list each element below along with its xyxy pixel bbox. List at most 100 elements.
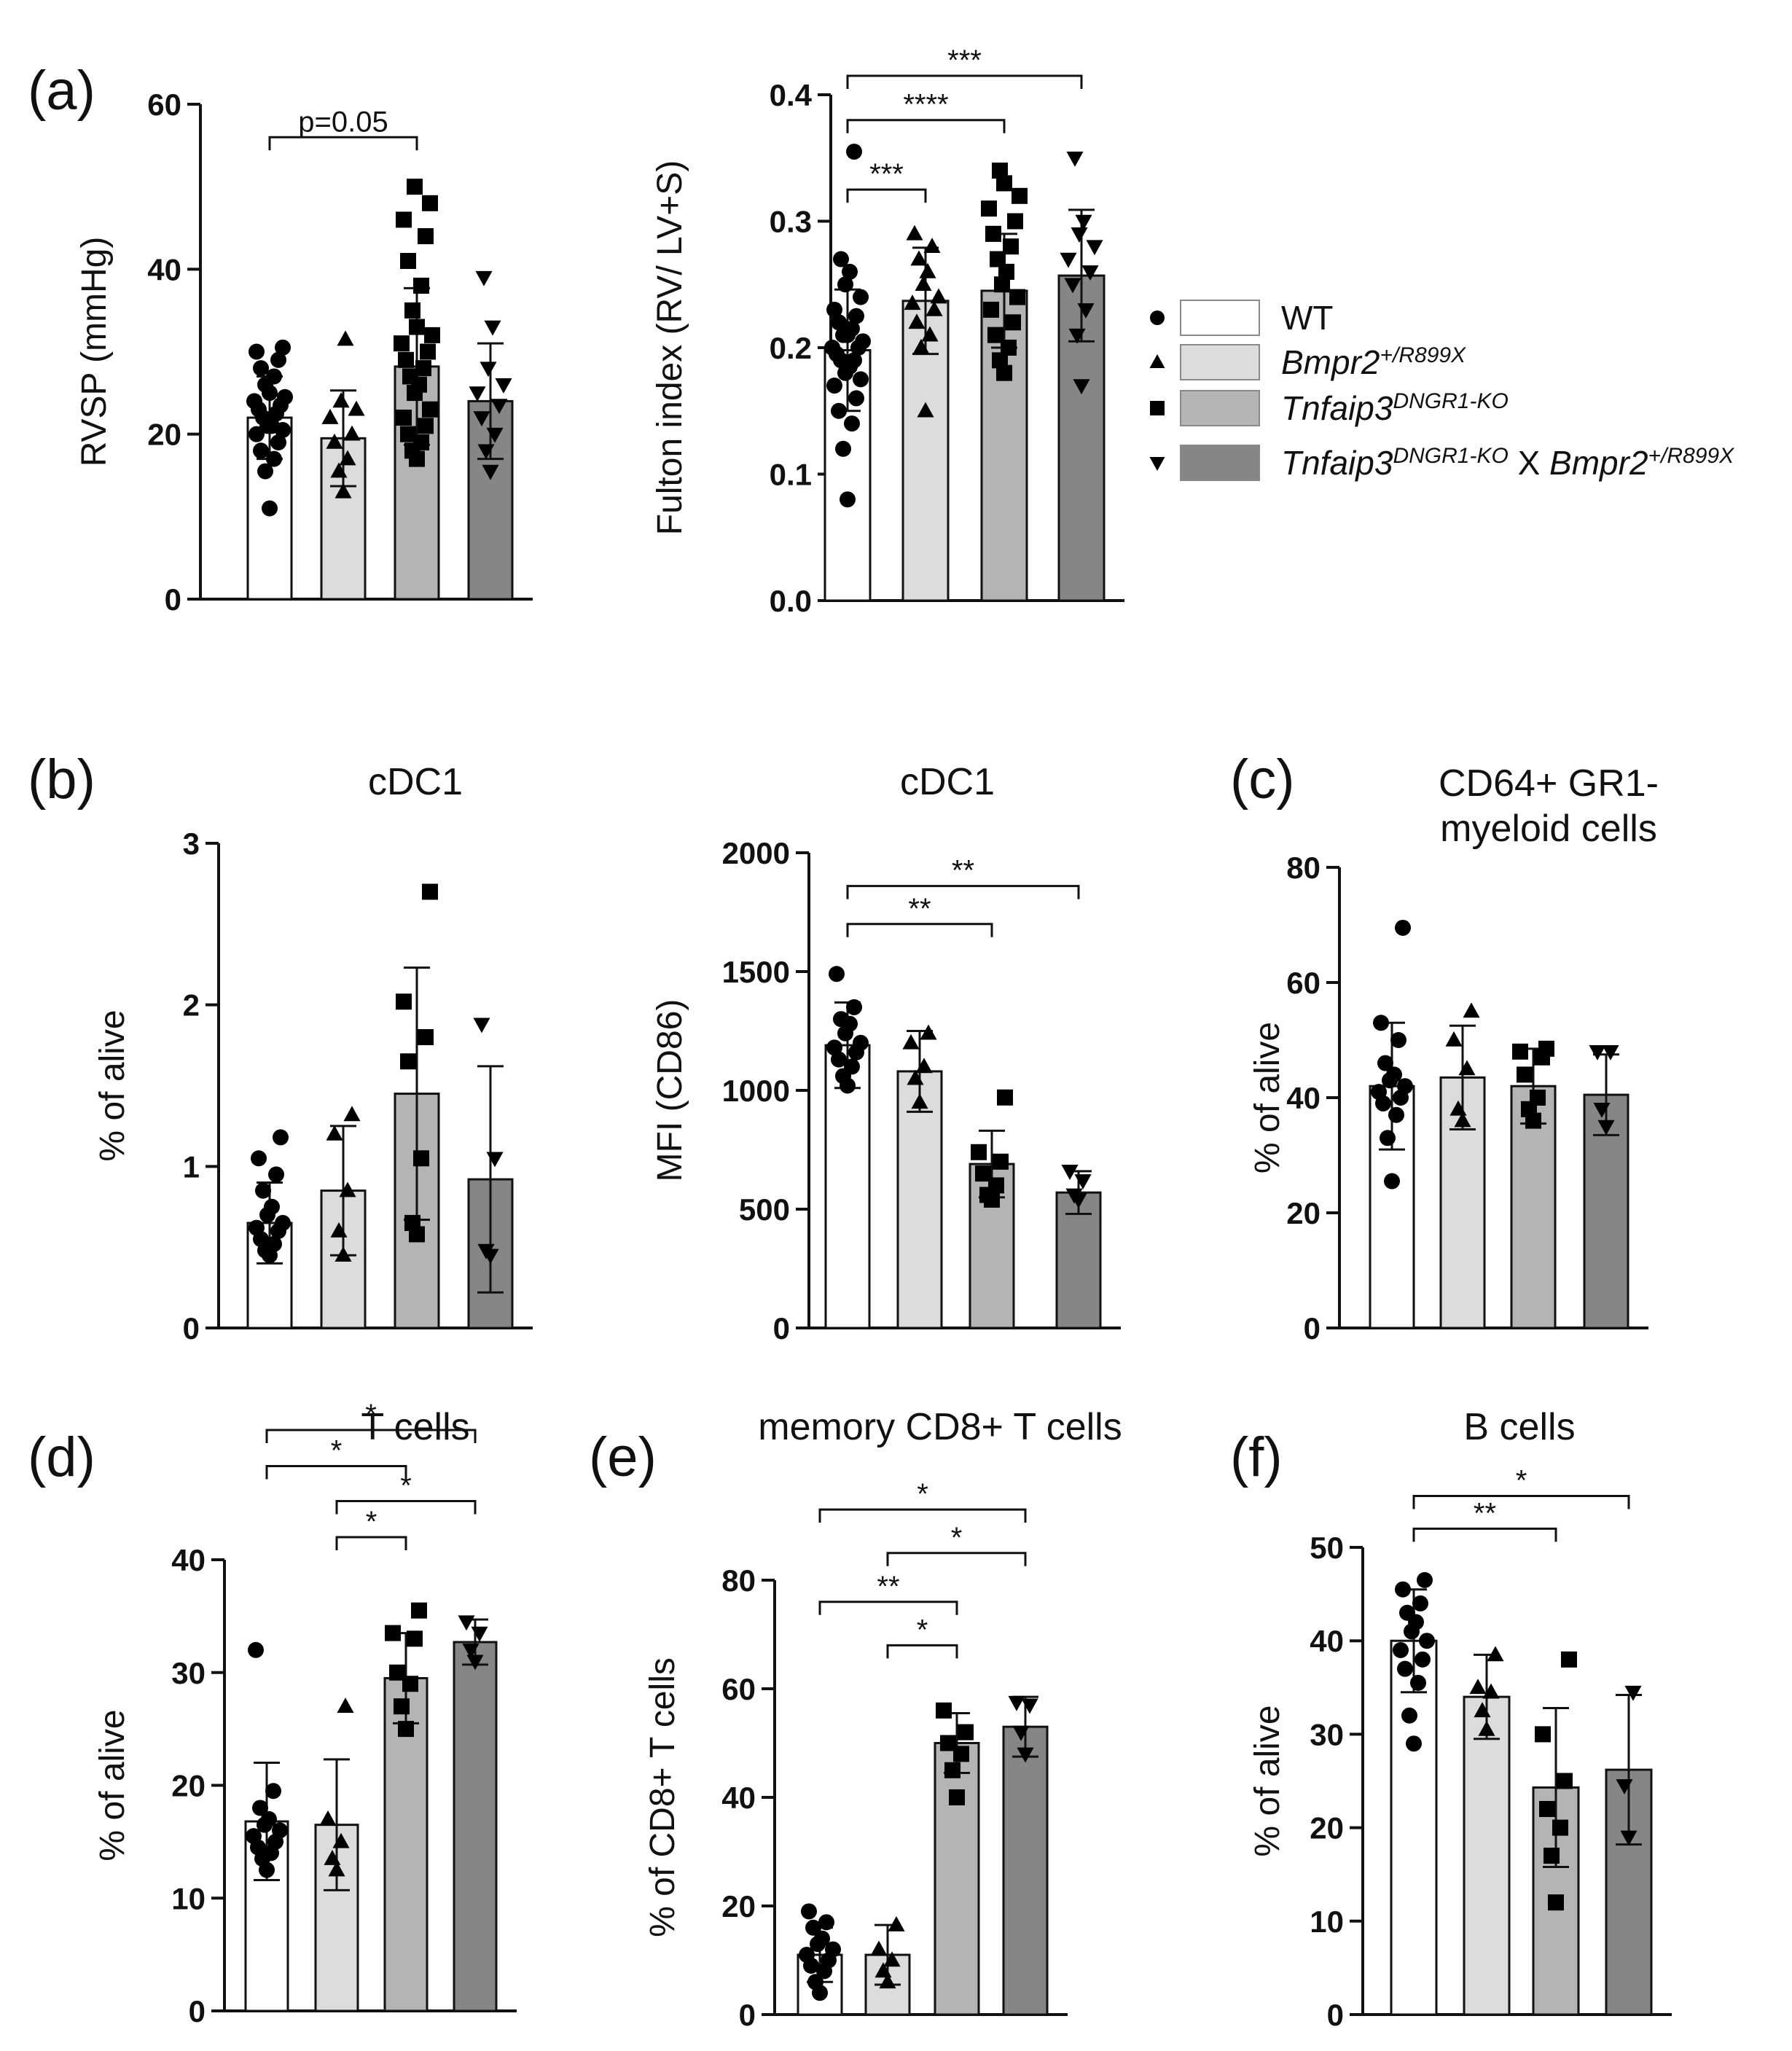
data-point [330,1222,348,1238]
data-point [404,1214,420,1231]
data-point [473,411,490,427]
data-point [332,392,350,408]
data-point [413,277,429,294]
y-tick-label: 2 [183,988,200,1023]
significance-bracket [265,1429,477,1444]
data-point [334,1246,352,1262]
data-point [1589,1045,1606,1060]
data-point [413,434,429,450]
y-tick-label: 1 [183,1149,200,1184]
data-point [992,352,1008,369]
data-point [853,371,869,388]
data-point [1597,1120,1615,1136]
bar-2 [934,1742,980,2016]
bar-1 [1463,1695,1511,2016]
data-point [1393,1642,1409,1659]
chart-title: T cells [361,1406,469,1448]
y-tick-label: 0 [1304,1311,1320,1345]
data-point [253,442,269,459]
chart-title: memory CD8+ T cells [758,1406,1122,1448]
data-point [846,144,862,160]
data-point [1417,1571,1433,1588]
data-point [944,1762,960,1778]
data-point [1478,1720,1495,1736]
y-tick-label: 40 [171,1543,206,1577]
data-point [321,408,339,424]
y-tick-label: 0.3 [770,205,812,239]
data-point [1616,1779,1633,1795]
y-tick-label: 0.4 [770,78,813,112]
data-point [1371,1084,1387,1101]
y-tick-label: 40 [1286,1081,1320,1115]
y-axis-label: % of alive [93,1709,132,1861]
significance-label: ** [1474,1497,1496,1529]
chart-d: (d) T cells % of alive 0 10 20 30 40 * * * * [28,1399,517,2028]
significance-bracket [268,136,418,151]
data-point [848,308,864,324]
data-point [833,251,849,267]
y-tick-label: 40 [147,252,181,286]
y-tick-label: 0 [183,1311,200,1345]
data-point [1487,1646,1504,1662]
data-point [1068,328,1086,344]
significance-label: * [1516,1464,1527,1496]
significance-bracket [846,923,993,937]
significance-label: * [365,1399,377,1431]
y-tick-label: 0 [189,1994,206,2028]
data-point [1001,340,1017,356]
y-tick-label: 60 [721,1672,756,1706]
data-point [477,1243,495,1259]
y-tick-label: 500 [739,1192,790,1227]
y-tick-label: 0 [165,582,181,617]
data-point [1469,1679,1487,1695]
data-point [1066,151,1084,167]
data-point [975,1165,991,1182]
data-point [270,351,286,368]
data-point [1410,1674,1426,1691]
data-point [1009,289,1025,305]
data-point [1602,1045,1619,1060]
data-point [985,225,1001,242]
y-axis-label: RVSP (mmHg) [75,237,114,467]
significance-label: * [917,1614,928,1646]
y-tick-label: 60 [147,87,181,122]
y-tick-label: 1000 [722,1074,790,1108]
data-point [334,483,352,499]
data-point [273,1129,289,1146]
data-point [484,320,501,336]
data-point [413,1150,429,1167]
data-point [987,327,1003,343]
data-point [1593,1103,1611,1118]
data-point [833,1011,849,1028]
data-point [981,200,997,217]
data-point [826,378,842,394]
data-point [1395,919,1411,936]
data-point [400,1053,416,1070]
data-point [1075,214,1092,230]
data-point [328,1861,345,1877]
data-point [1445,1031,1463,1047]
significance-bracket [335,1536,407,1551]
data-point [831,314,847,331]
data-point [477,444,495,460]
data-point [919,262,936,278]
bar-1 [896,1070,943,1329]
legend-marker [1149,354,1165,368]
data-point [411,1602,427,1619]
y-axis-label: % of alive [1248,1022,1287,1173]
data-point [424,327,440,343]
legend-marker [1150,401,1165,415]
data-point [1012,187,1028,204]
chart-c: (c) CD64+ GR1-myeloid cells % of alive 0 20 4… [1230,749,1659,1345]
data-point [814,1930,830,1947]
data-point [409,319,425,335]
data-point [266,368,282,385]
significance-bracket [886,1644,958,1659]
significance-bracket [846,119,1006,133]
y-tick-label: 20 [1310,1811,1344,1845]
data-point [462,1644,480,1659]
data-point [855,333,871,350]
